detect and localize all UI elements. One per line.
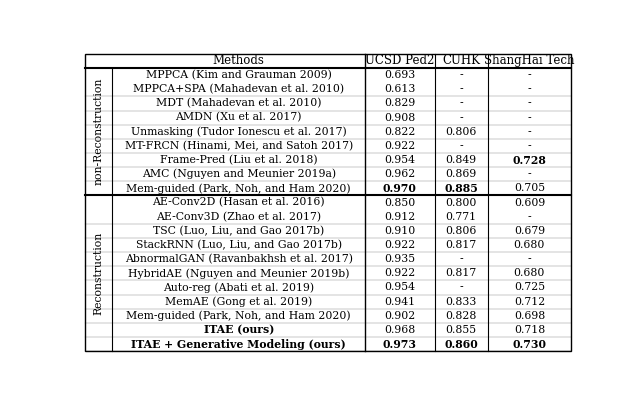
Text: Reconstruction: Reconstruction <box>93 232 104 315</box>
Text: non-Reconstruction: non-Reconstruction <box>93 78 104 185</box>
Text: Mem-guided (Park, Noh, and Ham 2020): Mem-guided (Park, Noh, and Ham 2020) <box>127 183 351 194</box>
Text: 0.800: 0.800 <box>445 197 477 207</box>
Text: 0.771: 0.771 <box>445 212 477 222</box>
Text: AMC (Nguyen and Meunier 2019a): AMC (Nguyen and Meunier 2019a) <box>141 169 336 179</box>
Text: 0.829: 0.829 <box>384 98 415 108</box>
Text: 0.817: 0.817 <box>445 268 477 278</box>
Text: 0.860: 0.860 <box>444 339 478 349</box>
Text: 0.941: 0.941 <box>385 297 415 306</box>
Text: AE-Conv2D (Hasan et al. 2016): AE-Conv2D (Hasan et al. 2016) <box>152 197 325 208</box>
Text: 0.885: 0.885 <box>444 183 478 194</box>
Text: 0.728: 0.728 <box>513 154 547 166</box>
Text: TSC (Luo, Liu, and Gao 2017b): TSC (Luo, Liu, and Gao 2017b) <box>153 226 324 236</box>
Text: AbnormalGAN (Ravanbakhsh et al. 2017): AbnormalGAN (Ravanbakhsh et al. 2017) <box>125 254 353 264</box>
Text: 0.822: 0.822 <box>384 127 415 137</box>
Text: -: - <box>527 141 531 151</box>
Text: -: - <box>460 283 463 293</box>
Text: 0.693: 0.693 <box>384 70 415 80</box>
Text: 0.908: 0.908 <box>384 113 415 123</box>
Text: MemAE (Gong et al. 2019): MemAE (Gong et al. 2019) <box>165 297 312 307</box>
Text: Methods: Methods <box>212 55 265 68</box>
Text: 0.935: 0.935 <box>385 254 415 264</box>
Text: -: - <box>460 70 463 80</box>
Text: 0.698: 0.698 <box>514 311 545 321</box>
Text: 0.849: 0.849 <box>445 155 477 165</box>
Text: 0.922: 0.922 <box>384 268 415 278</box>
Text: -: - <box>527 127 531 137</box>
Text: 0.962: 0.962 <box>384 169 415 179</box>
Text: ITAE + Generative Modeling (ours): ITAE + Generative Modeling (ours) <box>131 339 346 349</box>
Text: 0.806: 0.806 <box>445 226 477 236</box>
Text: 0.922: 0.922 <box>384 240 415 250</box>
Text: 0.718: 0.718 <box>514 325 545 335</box>
Text: 0.609: 0.609 <box>514 197 545 207</box>
Text: 0.973: 0.973 <box>383 339 417 349</box>
Text: 0.902: 0.902 <box>384 311 415 321</box>
Text: 0.922: 0.922 <box>384 141 415 151</box>
Text: -: - <box>527 84 531 94</box>
Text: -: - <box>460 113 463 123</box>
Text: -: - <box>527 212 531 222</box>
Text: 0.712: 0.712 <box>514 297 545 306</box>
Text: 0.855: 0.855 <box>445 325 477 335</box>
Text: ITAE (ours): ITAE (ours) <box>204 324 274 336</box>
Text: StackRNN (Luo, Liu, and Gao 2017b): StackRNN (Luo, Liu, and Gao 2017b) <box>136 240 342 250</box>
Text: -: - <box>460 84 463 94</box>
Text: MDT (Mahadevan et al. 2010): MDT (Mahadevan et al. 2010) <box>156 98 321 109</box>
Text: -: - <box>527 98 531 108</box>
Text: 0.705: 0.705 <box>514 183 545 193</box>
Text: Unmasking (Tudor Ionescu et al. 2017): Unmasking (Tudor Ionescu et al. 2017) <box>131 127 347 137</box>
Text: 0.679: 0.679 <box>514 226 545 236</box>
Text: -: - <box>460 141 463 151</box>
Text: AMDN (Xu et al. 2017): AMDN (Xu et al. 2017) <box>175 112 302 123</box>
Text: 0.954: 0.954 <box>385 155 415 165</box>
Text: MPPCA (Kim and Grauman 2009): MPPCA (Kim and Grauman 2009) <box>146 70 332 80</box>
Text: MT-FRCN (Hinami, Mei, and Satoh 2017): MT-FRCN (Hinami, Mei, and Satoh 2017) <box>125 141 353 151</box>
Text: -: - <box>527 169 531 179</box>
Text: 0.806: 0.806 <box>445 127 477 137</box>
Text: 0.970: 0.970 <box>383 183 417 194</box>
Text: Mem-guided (Park, Noh, and Ham 2020): Mem-guided (Park, Noh, and Ham 2020) <box>127 310 351 321</box>
Text: UCSD Ped2: UCSD Ped2 <box>365 55 435 68</box>
Text: 0.968: 0.968 <box>384 325 415 335</box>
Text: MPPCA+SPA (Mahadevan et al. 2010): MPPCA+SPA (Mahadevan et al. 2010) <box>133 84 344 94</box>
Text: 0.680: 0.680 <box>514 240 545 250</box>
Text: 0.817: 0.817 <box>445 240 477 250</box>
Text: 0.954: 0.954 <box>385 283 415 293</box>
Text: Frame-Pred (Liu et al. 2018): Frame-Pred (Liu et al. 2018) <box>160 155 317 165</box>
Text: ShangHai Tech: ShangHai Tech <box>484 55 575 68</box>
Text: 0.680: 0.680 <box>514 268 545 278</box>
Text: -: - <box>527 113 531 123</box>
Text: 0.833: 0.833 <box>445 297 477 306</box>
Text: 0.912: 0.912 <box>384 212 415 222</box>
Text: 0.725: 0.725 <box>514 283 545 293</box>
Text: 0.850: 0.850 <box>384 197 415 207</box>
Text: CUHK: CUHK <box>442 55 480 68</box>
Text: -: - <box>460 254 463 264</box>
Text: 0.869: 0.869 <box>445 169 477 179</box>
Text: HybridAE (Nguyen and Meunier 2019b): HybridAE (Nguyen and Meunier 2019b) <box>128 268 349 279</box>
Text: 0.910: 0.910 <box>384 226 415 236</box>
Text: -: - <box>460 98 463 108</box>
Text: -: - <box>527 70 531 80</box>
Text: 0.730: 0.730 <box>513 339 547 349</box>
Text: AE-Conv3D (Zhao et al. 2017): AE-Conv3D (Zhao et al. 2017) <box>156 211 321 222</box>
Text: 0.828: 0.828 <box>445 311 477 321</box>
Text: 0.613: 0.613 <box>384 84 415 94</box>
Text: -: - <box>527 254 531 264</box>
Text: Auto-reg (Abati et al. 2019): Auto-reg (Abati et al. 2019) <box>163 282 314 293</box>
